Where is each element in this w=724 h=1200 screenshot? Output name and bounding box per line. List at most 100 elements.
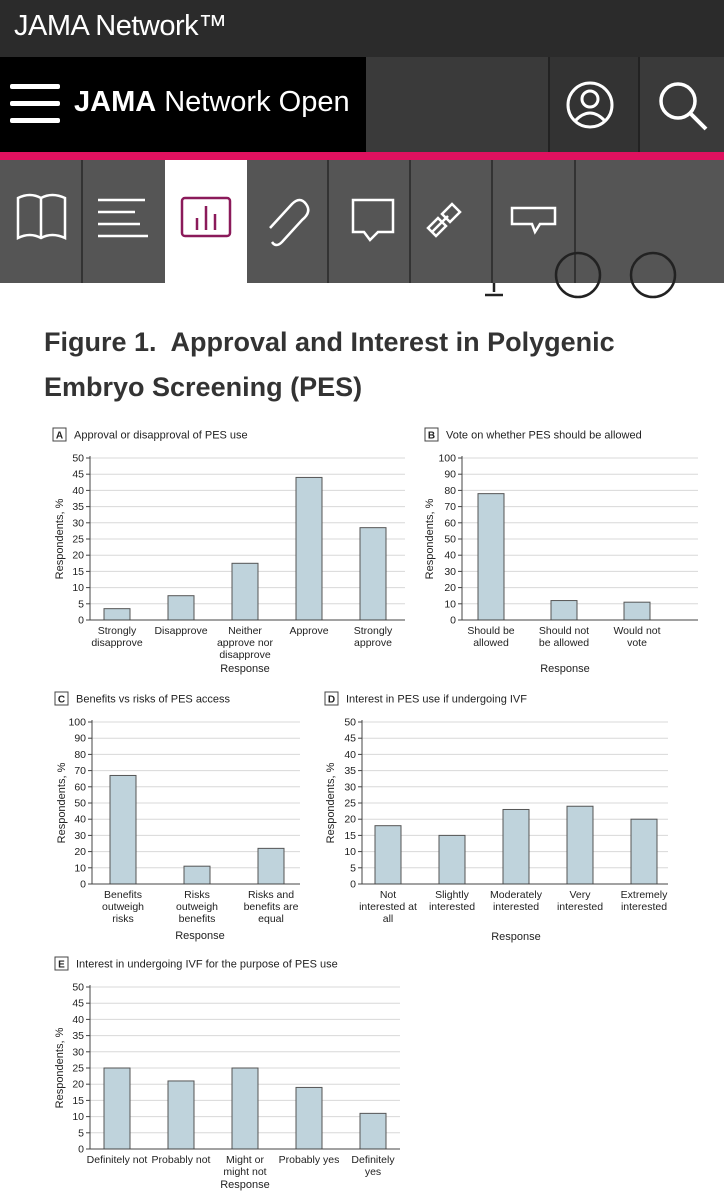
x-tick-label: Probably yes — [278, 1154, 340, 1166]
x-tick-label: Strongly disapprove — [91, 625, 143, 649]
x-tick-label: Probably not — [151, 1154, 211, 1166]
y-tick-label: 30 — [72, 1046, 84, 1058]
y-tick-label: 70 — [444, 501, 456, 513]
y-tick-label: 60 — [444, 517, 456, 529]
x-tick-label: Should be allowed — [467, 625, 515, 649]
y-tick-label: 40 — [444, 550, 456, 562]
sections-icon[interactable] — [98, 198, 148, 238]
x-tick-label: Extremely interested — [620, 889, 668, 913]
x-tick-label: Very interested — [556, 889, 604, 913]
y-tick-label: 10 — [444, 598, 456, 610]
y-tick-label: 70 — [74, 765, 86, 777]
panel-letter: C — [58, 695, 65, 706]
bar — [295, 476, 323, 621]
y-tick-label: 50 — [74, 798, 86, 810]
y-tick-label: 30 — [444, 566, 456, 578]
panel-letter: A — [56, 431, 63, 442]
bar — [566, 805, 594, 885]
y-tick-label: 15 — [72, 566, 84, 578]
bar — [295, 1086, 323, 1150]
y-axis-label: Respondents, % — [325, 762, 337, 844]
tab-bg — [0, 160, 724, 283]
bar — [231, 562, 259, 621]
y-tick-label: 90 — [444, 469, 456, 481]
bar — [623, 601, 651, 621]
bar — [374, 825, 402, 885]
x-tick-label: Strongly approve — [353, 625, 393, 649]
y-axis-label: Respondents, % — [56, 762, 68, 844]
x-tick-label: Not interested at all — [359, 889, 417, 925]
x-tick-label: Disapprove — [154, 625, 208, 637]
y-tick-label: 50 — [72, 453, 84, 465]
y-tick-label: 5 — [350, 862, 356, 874]
figures-icon[interactable] — [180, 196, 232, 238]
y-tick-label: 50 — [444, 534, 456, 546]
y-tick-label: 40 — [72, 485, 84, 497]
panel-letter: E — [58, 960, 65, 971]
x-tick-label: Benefits outweigh risks — [101, 889, 145, 925]
panel-title: Approval or disapproval of PES use — [74, 430, 248, 442]
link-icon[interactable] — [426, 202, 462, 238]
bar — [257, 847, 285, 885]
y-tick-label: 40 — [72, 1014, 84, 1026]
journal-prefix: JAMA — [74, 86, 157, 118]
x-tick-label: Risks outweigh benefits — [175, 889, 219, 925]
bar — [502, 808, 530, 885]
bar — [550, 600, 578, 621]
x-tick-label: Neither approve nor disapprove — [216, 625, 274, 661]
article-icon[interactable] — [16, 193, 67, 241]
y-tick-label: 40 — [344, 749, 356, 761]
bar — [183, 865, 211, 885]
tab-bar — [0, 160, 724, 299]
y-tick-label: 10 — [74, 862, 86, 874]
y-tick-label: 30 — [344, 781, 356, 793]
y-tick-label: 20 — [72, 1079, 84, 1091]
journal-title[interactable]: JAMA Network Open — [74, 86, 350, 119]
cite-icon[interactable] — [351, 198, 395, 242]
y-tick-label: 45 — [72, 469, 84, 481]
comment-icon[interactable] — [510, 206, 557, 235]
bar — [167, 595, 195, 621]
y-axis-label: Respondents, % — [54, 498, 66, 580]
y-tick-label: 0 — [78, 1144, 84, 1156]
bar — [630, 818, 658, 885]
y-tick-label: 45 — [344, 733, 356, 745]
attachment-icon[interactable] — [269, 198, 310, 247]
x-tick-label: Risks and benefits are equal — [243, 889, 299, 925]
x-tick-label: Slightly interested — [428, 889, 476, 913]
x-axis-label: Response — [491, 931, 541, 943]
y-tick-label: 0 — [450, 615, 456, 627]
y-tick-label: 0 — [80, 879, 86, 891]
y-tick-label: 50 — [344, 717, 356, 729]
account-icon[interactable] — [562, 79, 618, 131]
x-axis-label: Response — [175, 930, 225, 942]
menu-icon[interactable] — [10, 82, 62, 126]
bar — [359, 1112, 387, 1150]
bar — [109, 774, 137, 885]
bar — [103, 608, 131, 621]
y-tick-label: 20 — [74, 846, 86, 858]
brand[interactable]: JAMA Network™ — [14, 10, 227, 42]
y-axis-label: Respondents, % — [54, 1027, 66, 1109]
y-tick-label: 25 — [344, 798, 356, 810]
y-tick-label: 35 — [72, 1030, 84, 1042]
y-tick-label: 20 — [344, 814, 356, 826]
y-tick-label: 35 — [344, 765, 356, 777]
y-tick-label: 30 — [72, 517, 84, 529]
panel-title: Vote on whether PES should be allowed — [446, 430, 642, 442]
y-tick-label: 10 — [72, 1111, 84, 1123]
panel-letter-box — [424, 427, 439, 442]
account-bar — [366, 57, 724, 152]
y-tick-label: 100 — [68, 717, 86, 729]
bar — [477, 493, 505, 621]
y-tick-label: 0 — [350, 879, 356, 891]
panel-letter-box — [52, 427, 67, 442]
y-tick-label: 35 — [72, 501, 84, 513]
y-tick-label: 15 — [72, 1095, 84, 1107]
y-tick-label: 30 — [74, 830, 86, 842]
x-axis-label: Response — [540, 663, 590, 675]
y-tick-label: 5 — [78, 598, 84, 610]
search-icon[interactable] — [656, 79, 712, 135]
bar — [167, 1080, 195, 1150]
